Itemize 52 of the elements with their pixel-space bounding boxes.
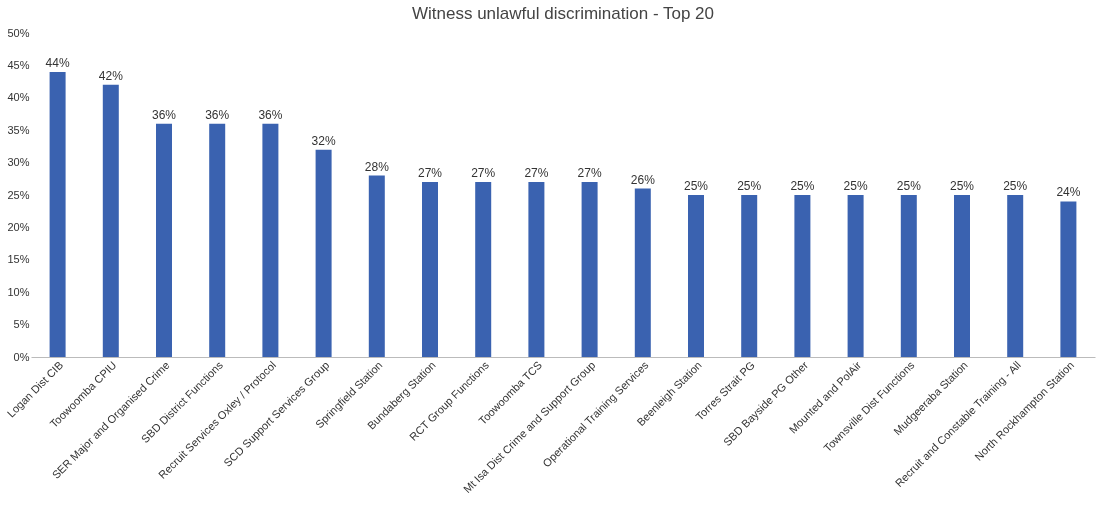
data-label: 25% [1003, 179, 1028, 193]
data-label: 27% [524, 166, 549, 181]
y-tick-label: 50% [7, 26, 30, 39]
data-label: 36% [258, 107, 283, 122]
data-label: 28% [364, 159, 390, 174]
bar [102, 84, 119, 357]
data-label: 36% [205, 107, 230, 122]
bar [847, 195, 864, 357]
y-tick-label: 35% [7, 123, 30, 136]
data-label: 25% [683, 179, 709, 193]
y-tick-label: 20% [7, 220, 30, 233]
data-label: 26% [630, 172, 656, 187]
bar [688, 195, 704, 357]
bar [581, 182, 598, 357]
bar [528, 182, 545, 357]
data-label: 27% [417, 166, 443, 181]
data-label: 27% [577, 166, 602, 181]
data-label: 25% [843, 179, 868, 193]
bar [49, 71, 66, 357]
bar [209, 123, 226, 357]
bar [315, 149, 332, 357]
data-label: 32% [311, 133, 336, 148]
y-tick-label: 0% [13, 350, 30, 363]
data-label: 25% [737, 179, 762, 193]
y-tick-label: 45% [7, 58, 30, 71]
bar [900, 195, 917, 357]
y-tick-label: 30% [7, 156, 30, 169]
data-label: 42% [98, 68, 124, 83]
data-label: 44% [45, 55, 70, 70]
bar [156, 123, 172, 357]
bar [634, 188, 651, 357]
y-tick-label: 10% [7, 285, 30, 298]
bar [1060, 201, 1077, 357]
data-label: 24% [1056, 185, 1081, 200]
data-label: 25% [790, 179, 815, 193]
bar [1007, 195, 1024, 357]
data-label: 27% [471, 166, 496, 181]
y-tick-label: 15% [7, 253, 30, 266]
bar [954, 195, 970, 357]
data-label: 25% [896, 179, 922, 193]
data-label: 25% [949, 179, 975, 193]
bar [368, 175, 385, 357]
y-tick-label: 25% [7, 188, 30, 201]
data-label: 36% [151, 107, 177, 122]
bar [262, 123, 279, 357]
bar [475, 182, 492, 357]
bar [422, 182, 438, 357]
y-tick-label: 5% [13, 318, 30, 331]
y-tick-label: 40% [7, 91, 30, 104]
bar [741, 195, 758, 357]
bar [794, 195, 811, 357]
chart-title: Witness unlawful discrimination - Top 20 [411, 4, 715, 23]
